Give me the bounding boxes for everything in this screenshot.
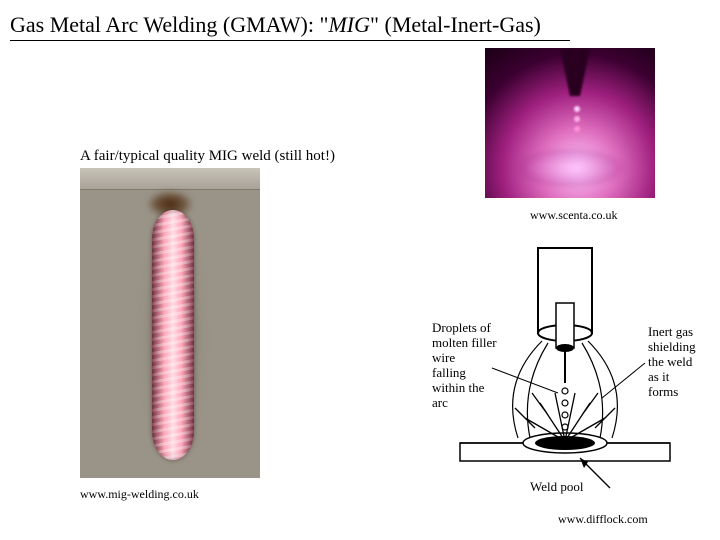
title-emphasis: MIG (328, 12, 370, 37)
diagram-credit: www.difflock.com (558, 512, 648, 527)
weld-caption: A fair/typical quality MIG weld (still h… (80, 148, 335, 165)
page-title: Gas Metal Arc Welding (GMAW): "MIG" (Met… (10, 12, 541, 38)
title-suffix: " (Metal-Inert-Gas) (370, 12, 541, 37)
mig-diagram: Droplets of molten filler wire falling w… (430, 243, 700, 498)
arc-photo (485, 48, 655, 198)
weld-photo (80, 168, 260, 478)
title-prefix: Gas Metal Arc Welding (GMAW): " (10, 12, 328, 37)
nozzle-tip (560, 48, 590, 96)
diagram-right-label: Inert gas shielding the weld as it forms (648, 325, 703, 400)
diagram-left-label: Droplets of molten filler wire falling w… (432, 321, 497, 411)
title-underline (10, 40, 570, 41)
diagram-bottom-label: Weld pool (530, 480, 583, 495)
weld-bead (152, 210, 194, 460)
plate-edge (80, 168, 260, 190)
pool-reflection (515, 148, 625, 188)
weld-credit: www.mig-welding.co.uk (80, 487, 199, 502)
arc-credit: www.scenta.co.uk (530, 208, 618, 223)
